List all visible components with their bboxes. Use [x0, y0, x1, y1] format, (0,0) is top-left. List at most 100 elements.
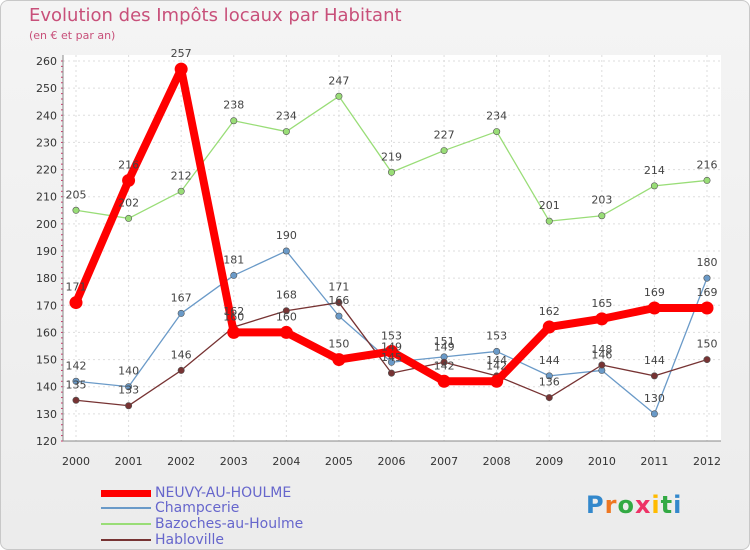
y-tick-label: 210	[36, 191, 57, 204]
data-label: 162	[539, 305, 560, 318]
data-point	[230, 271, 238, 279]
y-tick-label: 230	[36, 136, 57, 149]
data-point	[595, 312, 609, 326]
data-point	[69, 296, 83, 310]
data-label: 234	[486, 110, 507, 123]
y-tick-label: 150	[36, 354, 57, 367]
data-point	[332, 353, 346, 367]
legend-label-champcerie: Champcerie	[155, 500, 240, 516]
y-tick-label: 190	[36, 245, 57, 258]
data-label: 146	[171, 348, 192, 361]
data-label: 160	[223, 310, 244, 323]
data-point	[440, 147, 448, 155]
data-label: 247	[328, 74, 349, 87]
data-label: 160	[276, 310, 297, 323]
data-point	[230, 117, 238, 125]
data-point	[437, 374, 451, 388]
data-point	[700, 301, 714, 315]
x-tick-label: 2000	[62, 455, 90, 468]
data-label: 150	[328, 338, 349, 351]
data-point	[650, 410, 658, 418]
data-label: 149	[381, 340, 402, 353]
data-point	[387, 369, 395, 377]
x-tick-label: 2010	[588, 455, 616, 468]
data-point	[387, 168, 395, 176]
data-point	[335, 92, 343, 100]
data-point	[177, 309, 185, 317]
x-tick-label: 2012	[693, 455, 721, 468]
data-label: 257	[171, 47, 192, 60]
x-tick-label: 2009	[535, 455, 563, 468]
data-point	[122, 173, 136, 187]
data-label: 171	[66, 281, 87, 294]
data-label: 171	[328, 281, 349, 294]
data-point	[545, 394, 553, 402]
legend-label-neuvy: NEUVY-AU-HOULME	[155, 485, 292, 501]
legend-swatch-habloville	[101, 539, 151, 541]
data-label: 214	[644, 164, 665, 177]
data-label: 216	[118, 158, 139, 171]
data-point	[177, 187, 185, 195]
data-label: 219	[381, 150, 402, 163]
data-label: 142	[486, 359, 507, 372]
data-point	[227, 325, 241, 339]
data-point	[125, 402, 133, 410]
data-point	[650, 372, 658, 380]
data-point	[387, 358, 395, 366]
y-tick-label: 160	[36, 326, 57, 339]
data-point	[174, 62, 188, 76]
data-label: 162	[223, 305, 244, 318]
data-point	[385, 344, 398, 358]
data-label: 150	[697, 338, 718, 351]
y-tick-label: 180	[36, 272, 57, 285]
data-label: 153	[381, 329, 402, 342]
legend-swatch-neuvy	[101, 489, 151, 497]
data-point	[177, 366, 185, 374]
data-label: 144	[486, 354, 507, 367]
data-label: 145	[381, 351, 402, 364]
x-tick-label: 2005	[325, 455, 353, 468]
logo-letter: x	[634, 491, 652, 519]
data-point	[335, 299, 343, 307]
data-label: 166	[328, 294, 349, 307]
data-label: 165	[591, 297, 612, 310]
data-point	[703, 274, 711, 282]
data-label: 142	[434, 359, 455, 372]
data-label: 144	[644, 354, 665, 367]
chart-title: Evolution des Impôts locaux par Habitant	[29, 5, 402, 26]
data-label: 169	[644, 286, 665, 299]
data-label: 135	[66, 378, 87, 391]
data-point	[598, 212, 606, 220]
data-label: 201	[539, 199, 560, 212]
data-label: 149	[434, 340, 455, 353]
data-point	[335, 312, 343, 320]
legend-item-neuvy: NEUVY-AU-HOULME	[101, 485, 291, 501]
data-label: 238	[223, 99, 244, 112]
y-tick-label: 200	[36, 218, 57, 231]
data-label: 151	[434, 335, 455, 348]
data-point	[703, 176, 711, 184]
y-tick-label: 140	[36, 381, 57, 394]
logo-letter: i	[651, 491, 661, 519]
data-point	[598, 361, 606, 369]
x-tick-label: 2008	[483, 455, 511, 468]
x-tick-label: 2007	[430, 455, 458, 468]
data-label: 136	[539, 376, 560, 389]
data-point	[282, 247, 290, 255]
data-label: 227	[434, 129, 455, 142]
data-label: 181	[223, 253, 244, 266]
legend-item-habloville: Habloville	[101, 532, 224, 548]
data-point	[125, 383, 133, 391]
x-tick-label: 2001	[115, 455, 143, 468]
data-point	[545, 217, 553, 225]
data-label: 205	[66, 188, 87, 201]
data-label: 169	[697, 286, 718, 299]
legend-item-champcerie: Champcerie	[101, 500, 239, 516]
legend-label-habloville: Habloville	[155, 532, 225, 548]
data-point	[490, 374, 504, 388]
legend-item-bazoches: Bazoches-au-Houlme	[101, 516, 303, 532]
x-tick-label: 2011	[640, 455, 668, 468]
data-point	[282, 307, 290, 315]
y-tick-label: 220	[36, 164, 57, 177]
